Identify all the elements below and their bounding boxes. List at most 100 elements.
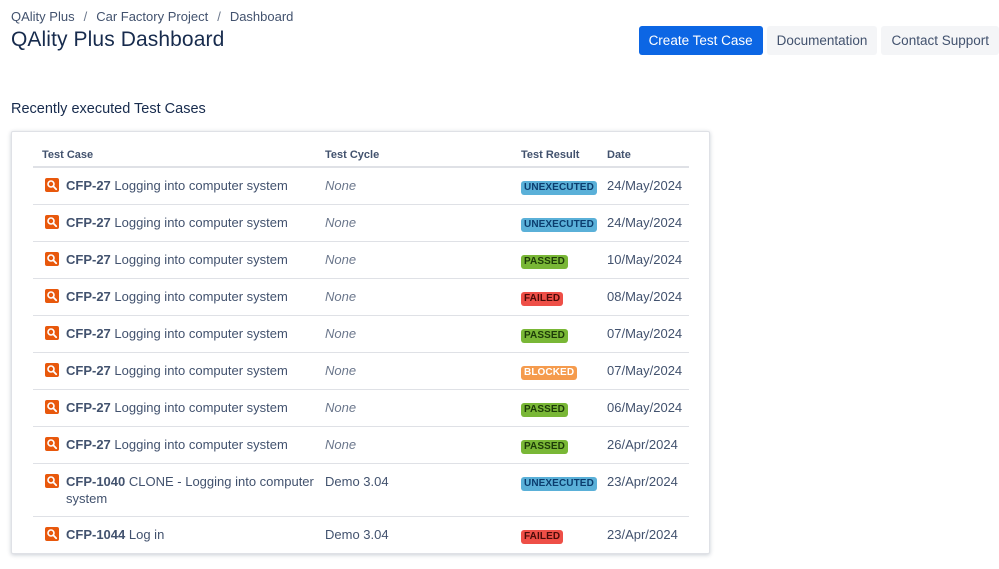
test-cycle-cell: None: [316, 278, 512, 316]
test-cycle-cell: None: [316, 167, 512, 205]
test-case-key[interactable]: CFP-27: [66, 215, 111, 230]
table-row[interactable]: CFP-27 Logging into computer system None B…: [33, 352, 689, 390]
table-row[interactable]: CFP-27 Logging into computer system None U…: [33, 167, 689, 205]
test-case-text: CFP-27 Logging into computer system: [66, 399, 288, 416]
test-case-title: Logging into computer system: [114, 326, 288, 341]
date-cell: 23/Apr/2024: [598, 463, 689, 517]
test-case-key[interactable]: CFP-27: [66, 252, 111, 267]
header-actions: Create Test Case Documentation Contact S…: [638, 26, 999, 55]
status-badge: PASSED: [521, 255, 568, 269]
magnifier-test-icon: [45, 289, 59, 303]
magnifier-test-icon: [45, 178, 59, 192]
test-case-text: CFP-27 Logging into computer system: [66, 362, 288, 379]
breadcrumb-item-dashboard[interactable]: Dashboard: [229, 9, 294, 24]
test-case-key[interactable]: CFP-1040: [66, 474, 126, 489]
test-case-link[interactable]: CFP-1040 CLONE - Logging into computer s…: [42, 473, 316, 507]
column-header-test-case[interactable]: Test Case: [33, 144, 316, 168]
column-header-test-result[interactable]: Test Result: [512, 144, 598, 168]
test-cycle-cell: None: [316, 389, 512, 427]
test-case-text: CFP-27 Logging into computer system: [66, 325, 288, 342]
breadcrumb-item-project[interactable]: Car Factory Project: [96, 9, 209, 24]
table-row[interactable]: CFP-27 Logging into computer system None P…: [33, 315, 689, 353]
test-case-link[interactable]: CFP-27 Logging into computer system: [42, 362, 316, 379]
test-case-link[interactable]: CFP-27 Logging into computer system: [42, 325, 316, 342]
breadcrumb-item-qality-plus[interactable]: QAlity Plus: [11, 9, 75, 24]
date-cell: 24/May/2024: [598, 204, 689, 242]
test-cycle-cell: None: [316, 315, 512, 353]
table-row[interactable]: CFP-27 Logging into computer system None P…: [33, 241, 689, 279]
date-cell: 07/May/2024: [598, 315, 689, 353]
column-header-date[interactable]: Date: [598, 144, 689, 168]
magnifier-test-icon: [45, 363, 59, 377]
magnifier-test-icon: [45, 437, 59, 451]
test-case-cell: CFP-27 Logging into computer system: [33, 315, 316, 353]
test-case-text: CFP-27 Logging into computer system: [66, 436, 288, 453]
column-header-test-cycle[interactable]: Test Cycle: [316, 144, 512, 168]
test-cycle-cell: None: [316, 204, 512, 242]
magnifier-test-icon: [45, 215, 59, 229]
test-case-text: CFP-1044 Log in: [66, 526, 164, 543]
test-case-key[interactable]: CFP-27: [66, 437, 111, 452]
date-cell: 26/Apr/2024: [598, 426, 689, 464]
test-case-text: CFP-27 Logging into computer system: [66, 251, 288, 268]
date-cell: 07/May/2024: [598, 352, 689, 390]
table-row[interactable]: CFP-27 Logging into computer system None U…: [33, 204, 689, 242]
test-case-link[interactable]: CFP-27 Logging into computer system: [42, 214, 316, 231]
status-badge: PASSED: [521, 329, 568, 343]
test-case-title: Logging into computer system: [114, 252, 288, 267]
recent-test-cases-table: Test Case Test Cycle Test Result Date CF…: [33, 144, 689, 553]
table-row[interactable]: CFP-27 Logging into computer system None P…: [33, 389, 689, 427]
test-case-title: CLONE - Logging into computer system: [66, 474, 314, 506]
test-case-key[interactable]: CFP-27: [66, 326, 111, 341]
status-badge: FAILED: [521, 530, 564, 544]
test-case-key[interactable]: CFP-27: [66, 363, 111, 378]
test-case-cell: CFP-27 Logging into computer system: [33, 167, 316, 205]
test-case-text: CFP-27 Logging into computer system: [66, 288, 288, 305]
table-header-row: Test Case Test Cycle Test Result Date: [33, 144, 689, 168]
test-case-link[interactable]: CFP-27 Logging into computer system: [42, 177, 316, 194]
date-cell: 08/May/2024: [598, 278, 689, 316]
table-row[interactable]: CFP-1044 Log in Demo 3.04 FAILED 23/Apr/202…: [33, 517, 689, 554]
test-case-title: Logging into computer system: [114, 363, 288, 378]
magnifier-test-icon: [45, 400, 59, 414]
test-case-key[interactable]: CFP-1044: [66, 527, 126, 542]
test-result-cell: PASSED: [512, 241, 598, 279]
test-case-key[interactable]: CFP-27: [66, 178, 111, 193]
contact-support-button[interactable]: Contact Support: [881, 26, 999, 55]
magnifier-test-icon: [45, 326, 59, 340]
test-case-title: Logging into computer system: [114, 178, 288, 193]
test-case-cell: CFP-27 Logging into computer system: [33, 426, 316, 464]
test-result-cell: UNEXECUTED: [512, 167, 598, 205]
table-row[interactable]: CFP-27 Logging into computer system None P…: [33, 426, 689, 464]
test-case-cell: CFP-1040 CLONE - Logging into computer s…: [33, 463, 316, 517]
test-result-cell: PASSED: [512, 389, 598, 427]
test-case-title: Logging into computer system: [114, 289, 288, 304]
test-case-link[interactable]: CFP-27 Logging into computer system: [42, 288, 316, 305]
test-case-text: CFP-27 Logging into computer system: [66, 177, 288, 194]
test-case-key[interactable]: CFP-27: [66, 400, 111, 415]
test-case-link[interactable]: CFP-1044 Log in: [42, 526, 316, 543]
test-result-cell: PASSED: [512, 315, 598, 353]
documentation-button[interactable]: Documentation: [766, 26, 878, 55]
test-case-cell: CFP-27 Logging into computer system: [33, 204, 316, 242]
status-badge: UNEXECUTED: [521, 218, 597, 232]
test-case-link[interactable]: CFP-27 Logging into computer system: [42, 436, 316, 453]
section-title: Recently executed Test Cases: [11, 101, 206, 117]
breadcrumb-separator: /: [217, 9, 221, 24]
test-case-cell: CFP-1044 Log in: [33, 517, 316, 554]
test-case-link[interactable]: CFP-27 Logging into computer system: [42, 251, 316, 268]
date-cell: 06/May/2024: [598, 389, 689, 427]
table-row[interactable]: CFP-1040 CLONE - Logging into computer s…: [33, 463, 689, 517]
recent-test-cases-card: Test Case Test Cycle Test Result Date CF…: [11, 131, 710, 554]
date-cell: 10/May/2024: [598, 241, 689, 279]
status-badge: PASSED: [521, 403, 568, 417]
table-row[interactable]: CFP-27 Logging into computer system None F…: [33, 278, 689, 316]
test-case-cell: CFP-27 Logging into computer system: [33, 352, 316, 390]
test-case-title: Log in: [128, 527, 165, 542]
test-case-link[interactable]: CFP-27 Logging into computer system: [42, 399, 316, 416]
test-cycle-cell: None: [316, 426, 512, 464]
status-badge: UNEXECUTED: [521, 181, 597, 195]
create-test-case-button[interactable]: Create Test Case: [638, 26, 763, 55]
test-case-text: CFP-1040 CLONE - Logging into computer s…: [66, 473, 316, 507]
test-case-key[interactable]: CFP-27: [66, 289, 111, 304]
